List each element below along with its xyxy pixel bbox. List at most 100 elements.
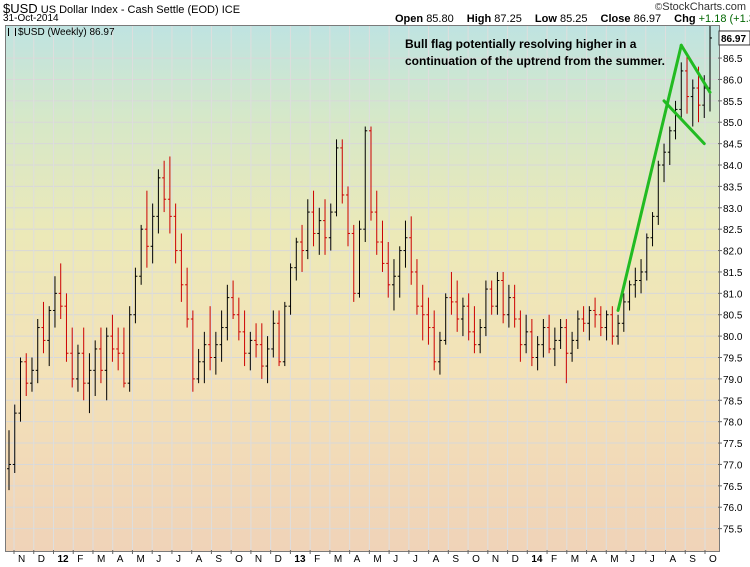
ohlc-bar (368, 126, 373, 221)
x-tick-label: M (334, 554, 342, 565)
header-title-line: $USD US Dollar Index - Cash Settle (EOD)… (3, 1, 240, 16)
copyright-icon: © (654, 2, 663, 13)
x-tick-label: A (591, 554, 598, 565)
ohlc-bar (294, 237, 299, 281)
ohlc-bar (167, 156, 172, 234)
header-exchange: ICE (221, 4, 241, 16)
ohlc-bar (139, 224, 144, 285)
ohlc-bar (679, 62, 684, 118)
ohlc-bar (29, 357, 34, 392)
x-tick-label: F (551, 554, 557, 565)
open-value: 85.80 (426, 13, 454, 25)
ohlc-bar (93, 340, 98, 397)
x-tick-label: D (275, 554, 282, 565)
x-tick-label: O (472, 554, 480, 565)
ohlc-bar (196, 348, 201, 384)
stockcharts-brand[interactable]: ©StockCharts.com (655, 1, 746, 13)
ohlc-bar (575, 310, 580, 349)
y-tick-label: 78.0 (723, 418, 743, 429)
ohlc-bar (173, 203, 178, 264)
ohlc-bar (409, 216, 414, 285)
x-tick-label: A (196, 554, 203, 565)
ohlc-bar (495, 271, 500, 315)
ohlc-bar (662, 143, 667, 183)
header-symbol[interactable]: $USD (3, 1, 38, 16)
ohlc-bar (581, 306, 586, 332)
x-tick-label: M (97, 554, 105, 565)
ohlc-bar (478, 319, 483, 354)
last-price-box (718, 30, 750, 46)
ohlc-bar (541, 319, 546, 358)
ohlc-bar (414, 259, 419, 315)
ohlc-bar (116, 327, 121, 371)
ohlc-bar (185, 267, 190, 328)
ohlc-bar (340, 139, 345, 204)
x-tick-label: J (393, 554, 398, 565)
x-tick-label: O (709, 554, 717, 565)
chg-value: +1.18 (+1.38%) (698, 13, 750, 25)
y-tick-label: 80.5 (723, 311, 743, 322)
series-label: $USD (Weekly) 86.97 (8, 27, 115, 38)
ohlc-bar (656, 160, 661, 225)
y-tick-label: 79.5 (723, 354, 743, 365)
low-value: 85.25 (559, 13, 588, 25)
x-tick-label: A (670, 554, 677, 565)
ohlc-bar (564, 319, 569, 384)
ohlc-bar (58, 263, 63, 320)
ohlc-bar (524, 314, 529, 354)
ohlc-bar (179, 233, 184, 302)
ohlc-bar (633, 267, 638, 298)
ohlc-bar (144, 190, 149, 268)
ohlc-bar (426, 297, 431, 345)
ohlc-bar (449, 271, 454, 315)
ohlc-bar (208, 306, 213, 371)
ohlc-bar (121, 327, 126, 388)
ohlc-bar (236, 297, 241, 341)
x-tick-label: D (512, 554, 519, 565)
ohlc-bar (512, 284, 517, 328)
ohlc-bar (75, 344, 80, 392)
ohlc-bar (334, 139, 339, 217)
ohlc-bar (420, 284, 425, 341)
y-tick-label: 86.5 (723, 54, 743, 65)
chg-label: Chg (674, 13, 696, 25)
ohlc-bar (667, 126, 672, 166)
ohlc-bar (225, 284, 230, 341)
x-tick-label: J (413, 554, 418, 565)
y-tick-label: 85.5 (723, 97, 743, 108)
ohlc-bar (242, 310, 247, 367)
y-axis: 75.5 76.0 76.5 77.0 77.5 78.0 78.5 79.0 79.5 80.0… (718, 30, 750, 536)
x-tick-label: F (314, 554, 320, 565)
ohlc-bar (374, 190, 379, 255)
y-tick-label: 77.5 (723, 439, 743, 450)
ohlc-bar (202, 331, 207, 384)
y-tick-label: 76.5 (723, 482, 743, 493)
ohlc-bar (7, 430, 11, 491)
y-tick-label: 84.0 (723, 161, 743, 172)
ohlc-bar (254, 323, 259, 358)
ohlc-bar (219, 310, 224, 362)
y-tick-label: 82.5 (723, 225, 743, 236)
ohlc-bar (282, 301, 287, 367)
y-tick-label: 75.5 (723, 525, 743, 536)
ohlc-bar (52, 276, 57, 328)
ohlc-bar (472, 306, 477, 354)
ohlc-bar (380, 220, 385, 272)
close-value: 86.97 (633, 13, 662, 25)
ohlc-bar (558, 319, 563, 349)
ohlc-bar (323, 199, 328, 255)
ohlc-bar (259, 323, 264, 379)
ohlc-bar (483, 280, 488, 337)
x-axis: N D 12 F M A M J J A S O N D 13 F M A M J J A S O N D 14 F M A M J J A S O (13, 550, 717, 565)
ohlc-bar (70, 327, 75, 388)
ohlc-bar (288, 263, 293, 315)
x-tick-label: 13 (294, 554, 306, 565)
series-color-icon (8, 28, 16, 36)
ohlc-bar (64, 293, 69, 362)
ohlc-bar (213, 331, 218, 375)
y-tick-label: 80.0 (723, 332, 743, 343)
ohlc-bar (506, 284, 511, 328)
x-tick-label: S (215, 554, 222, 565)
ohlc-bar (98, 327, 103, 384)
ohlc-bar (432, 310, 437, 371)
